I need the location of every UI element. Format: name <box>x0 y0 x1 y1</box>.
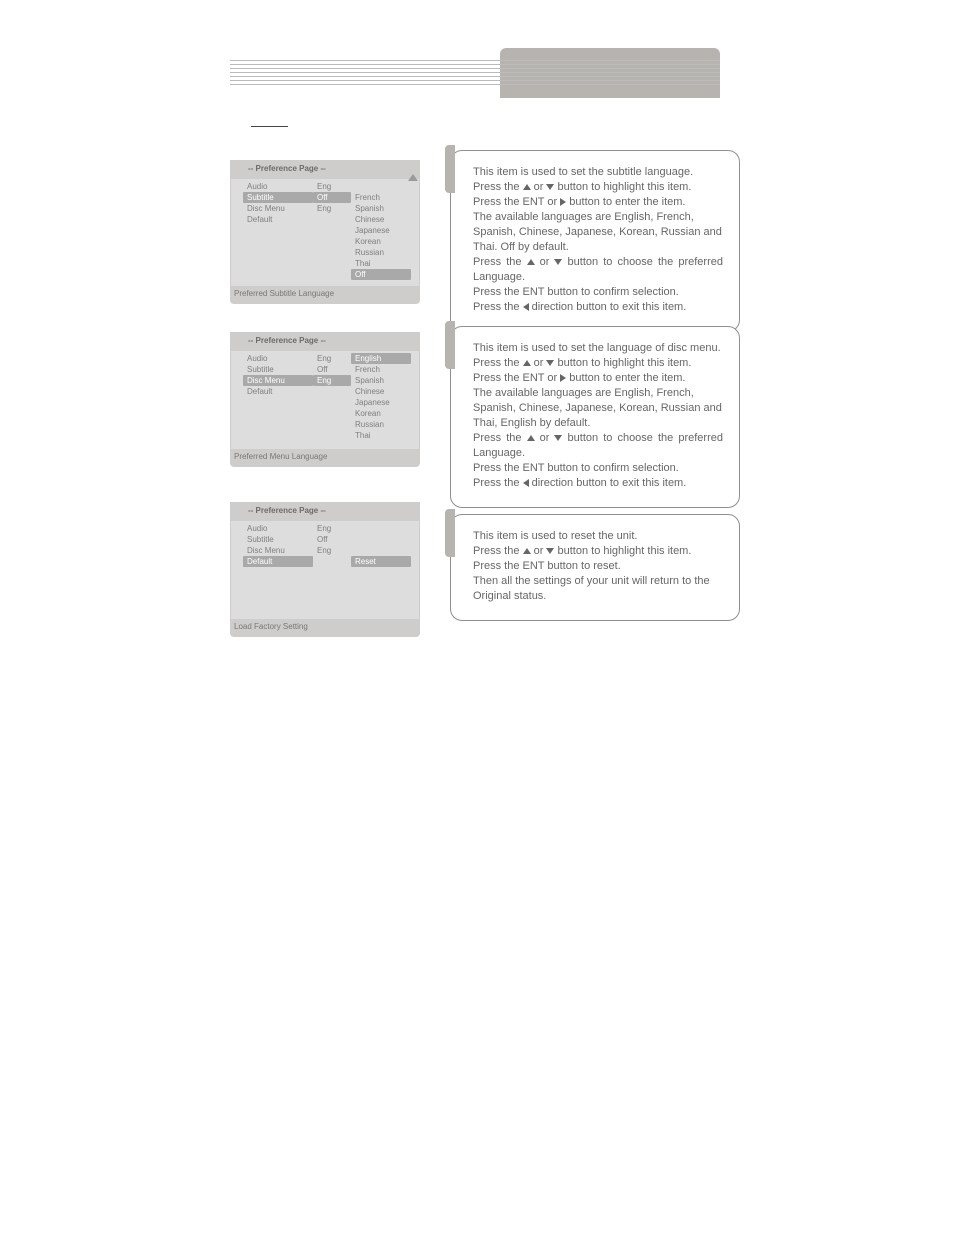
pref-row: Eng <box>313 523 351 534</box>
pref-footer: Load Factory Setting <box>230 619 420 633</box>
text: Press the ENT button to confirm selectio… <box>473 461 723 476</box>
pref-row: Spanish <box>351 375 411 386</box>
text: Then all the settings of your unit will … <box>473 574 723 604</box>
pref-footer: Preferred Subtitle Language <box>230 286 420 300</box>
pref-panel-default: -- Preference Page -- AudioSubtitleDisc … <box>230 502 420 637</box>
pref-title: -- Preference Page -- <box>230 160 420 179</box>
text: Press the or button to highlight this it… <box>473 180 723 195</box>
pref-row: Off <box>313 364 351 375</box>
pref-row: Subtitle <box>243 534 313 545</box>
pref-row <box>313 386 351 397</box>
triangle-up-icon <box>408 174 418 181</box>
pref-row: Eng <box>313 545 351 556</box>
box-tab <box>445 321 455 369</box>
pref-row: Japanese <box>351 397 411 408</box>
pref-row: Korean <box>351 236 411 247</box>
up-icon <box>527 435 535 441</box>
text: This item is used to set the language of… <box>473 341 723 356</box>
pref-col-options: EnglishFrenchSpanishChineseJapaneseKorea… <box>351 353 411 443</box>
pref-row: Audio <box>243 181 313 192</box>
pref-row <box>351 534 411 545</box>
pref-row: English <box>351 353 411 364</box>
pref-row: Disc Menu <box>243 203 313 214</box>
pref-col-options: Reset <box>351 523 411 613</box>
text: Press the ENT button to confirm selectio… <box>473 285 723 300</box>
pref-title: -- Preference Page -- <box>230 502 420 521</box>
pref-row: French <box>351 364 411 375</box>
pref-row: Subtitle <box>243 364 313 375</box>
box-tab <box>445 509 455 557</box>
pref-panel-discmenu: -- Preference Page -- AudioSubtitleDisc … <box>230 332 420 467</box>
instruction-box-discmenu: This item is used to set the language of… <box>450 326 740 508</box>
pref-row <box>351 545 411 556</box>
pref-row: Disc Menu <box>243 375 313 386</box>
section-underline <box>251 126 288 127</box>
pref-row <box>313 556 351 567</box>
text: Press the ENT button to reset. <box>473 559 723 574</box>
text: The available languages are English, Fre… <box>473 386 723 431</box>
pref-row: Audio <box>243 523 313 534</box>
pref-row: Japanese <box>351 225 411 236</box>
pref-row <box>351 181 411 192</box>
pref-col-items: AudioSubtitleDisc MenuDefault <box>231 181 313 280</box>
pref-row <box>351 523 411 534</box>
pref-row: French <box>351 192 411 203</box>
pref-row: Chinese <box>351 214 411 225</box>
pref-col-values: EngOffEng <box>313 181 351 280</box>
instruction-box-reset: This item is used to reset the unit. Pre… <box>450 514 740 621</box>
pref-row: Default <box>243 386 313 397</box>
pref-row: Korean <box>351 408 411 419</box>
pref-row <box>313 214 351 225</box>
pref-col-items: AudioSubtitleDisc MenuDefault <box>231 523 313 613</box>
pref-row: Eng <box>313 181 351 192</box>
pref-col-values: EngOffEng <box>313 353 351 443</box>
pref-title: -- Preference Page -- <box>230 332 420 351</box>
text: This item is used to set the subtitle la… <box>473 165 723 180</box>
text: Press the or button to choose the prefer… <box>473 255 723 285</box>
text: Press the or button to choose the prefer… <box>473 431 723 461</box>
pref-panel-subtitle: -- Preference Page -- AudioSubtitleDisc … <box>230 160 420 304</box>
manual-page: -- Preference Page -- AudioSubtitleDisc … <box>0 0 954 1235</box>
pref-row: Thai <box>351 430 411 441</box>
pref-row: Subtitle <box>243 192 313 203</box>
pref-row: Off <box>313 534 351 545</box>
up-icon <box>523 548 531 554</box>
pref-row: Chinese <box>351 386 411 397</box>
text: The available languages are English, Fre… <box>473 210 723 255</box>
up-icon <box>527 259 535 265</box>
text: Press the or button to highlight this it… <box>473 544 723 559</box>
pref-row: Reset <box>351 556 411 567</box>
pref-row: Off <box>313 192 351 203</box>
pref-row: Spanish <box>351 203 411 214</box>
text: This item is used to reset the unit. <box>473 529 723 544</box>
pref-row: Off <box>351 269 411 280</box>
pref-row: Thai <box>351 258 411 269</box>
box-tab <box>445 145 455 193</box>
pref-row: Default <box>243 556 313 567</box>
pref-row: Eng <box>313 203 351 214</box>
pref-row: Eng <box>313 353 351 364</box>
pref-col-values: EngOffEng <box>313 523 351 613</box>
instruction-box-subtitle: This item is used to set the subtitle la… <box>450 150 740 332</box>
text: Press the ENT or button to enter the ite… <box>473 371 723 386</box>
text: Press the ENT or button to enter the ite… <box>473 195 723 210</box>
text: Press the or button to highlight this it… <box>473 356 723 371</box>
pref-row: Eng <box>313 375 351 386</box>
pref-row: Default <box>243 214 313 225</box>
text: Press the direction button to exit this … <box>473 476 723 491</box>
text: Press the direction button to exit this … <box>473 300 723 315</box>
pref-row: Audio <box>243 353 313 364</box>
up-icon <box>523 360 531 366</box>
pref-row: Disc Menu <box>243 545 313 556</box>
up-icon <box>523 184 531 190</box>
pref-col-options: FrenchSpanishChineseJapaneseKoreanRussia… <box>351 181 411 280</box>
pref-col-items: AudioSubtitleDisc MenuDefault <box>231 353 313 443</box>
pref-footer: Preferred Menu Language <box>230 449 420 463</box>
header-stripes <box>230 60 720 85</box>
pref-row: Russian <box>351 247 411 258</box>
pref-row: Russian <box>351 419 411 430</box>
